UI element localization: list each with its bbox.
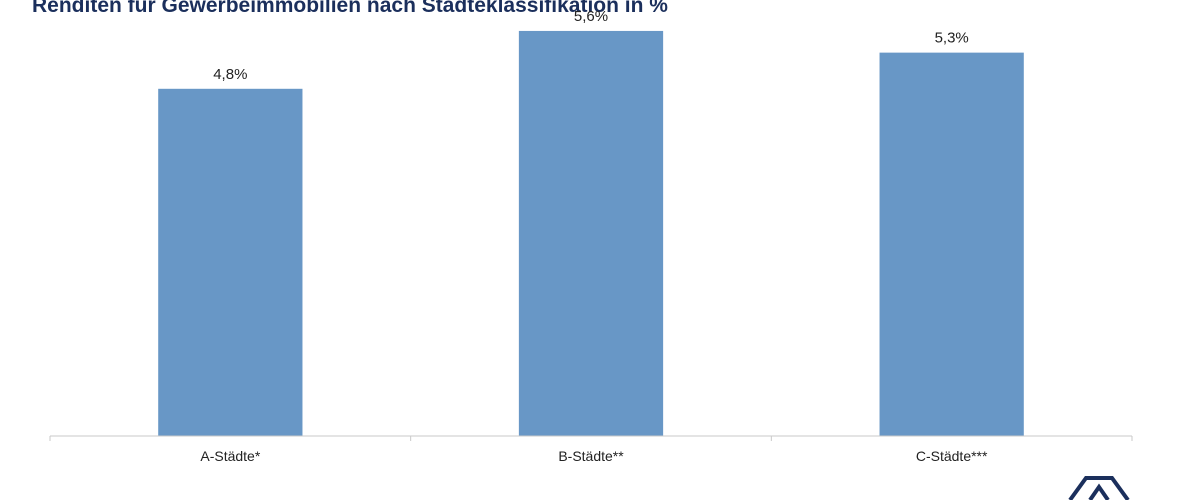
x-tick-label: C-Städte*** [916,448,988,464]
data-label: 4,8% [213,66,247,83]
labels-group: 4,8% A-Städte* 5,6% B-Städte** 5,3% C-Städte*… [200,8,988,464]
bar [879,52,1024,437]
bar [518,30,664,437]
data-label: 5,3% [935,30,969,47]
bar [158,88,303,437]
data-label: 5,6% [574,8,608,25]
x-axis [49,435,1133,441]
x-tick-label: A-Städte* [200,448,260,464]
chart-title: Renditen für Gewerbeimmobilien nach Städ… [32,0,668,17]
bars-group [158,30,1024,437]
x-tick-label: B-Städte** [558,448,624,464]
house-roof-logo-icon [1068,476,1130,500]
